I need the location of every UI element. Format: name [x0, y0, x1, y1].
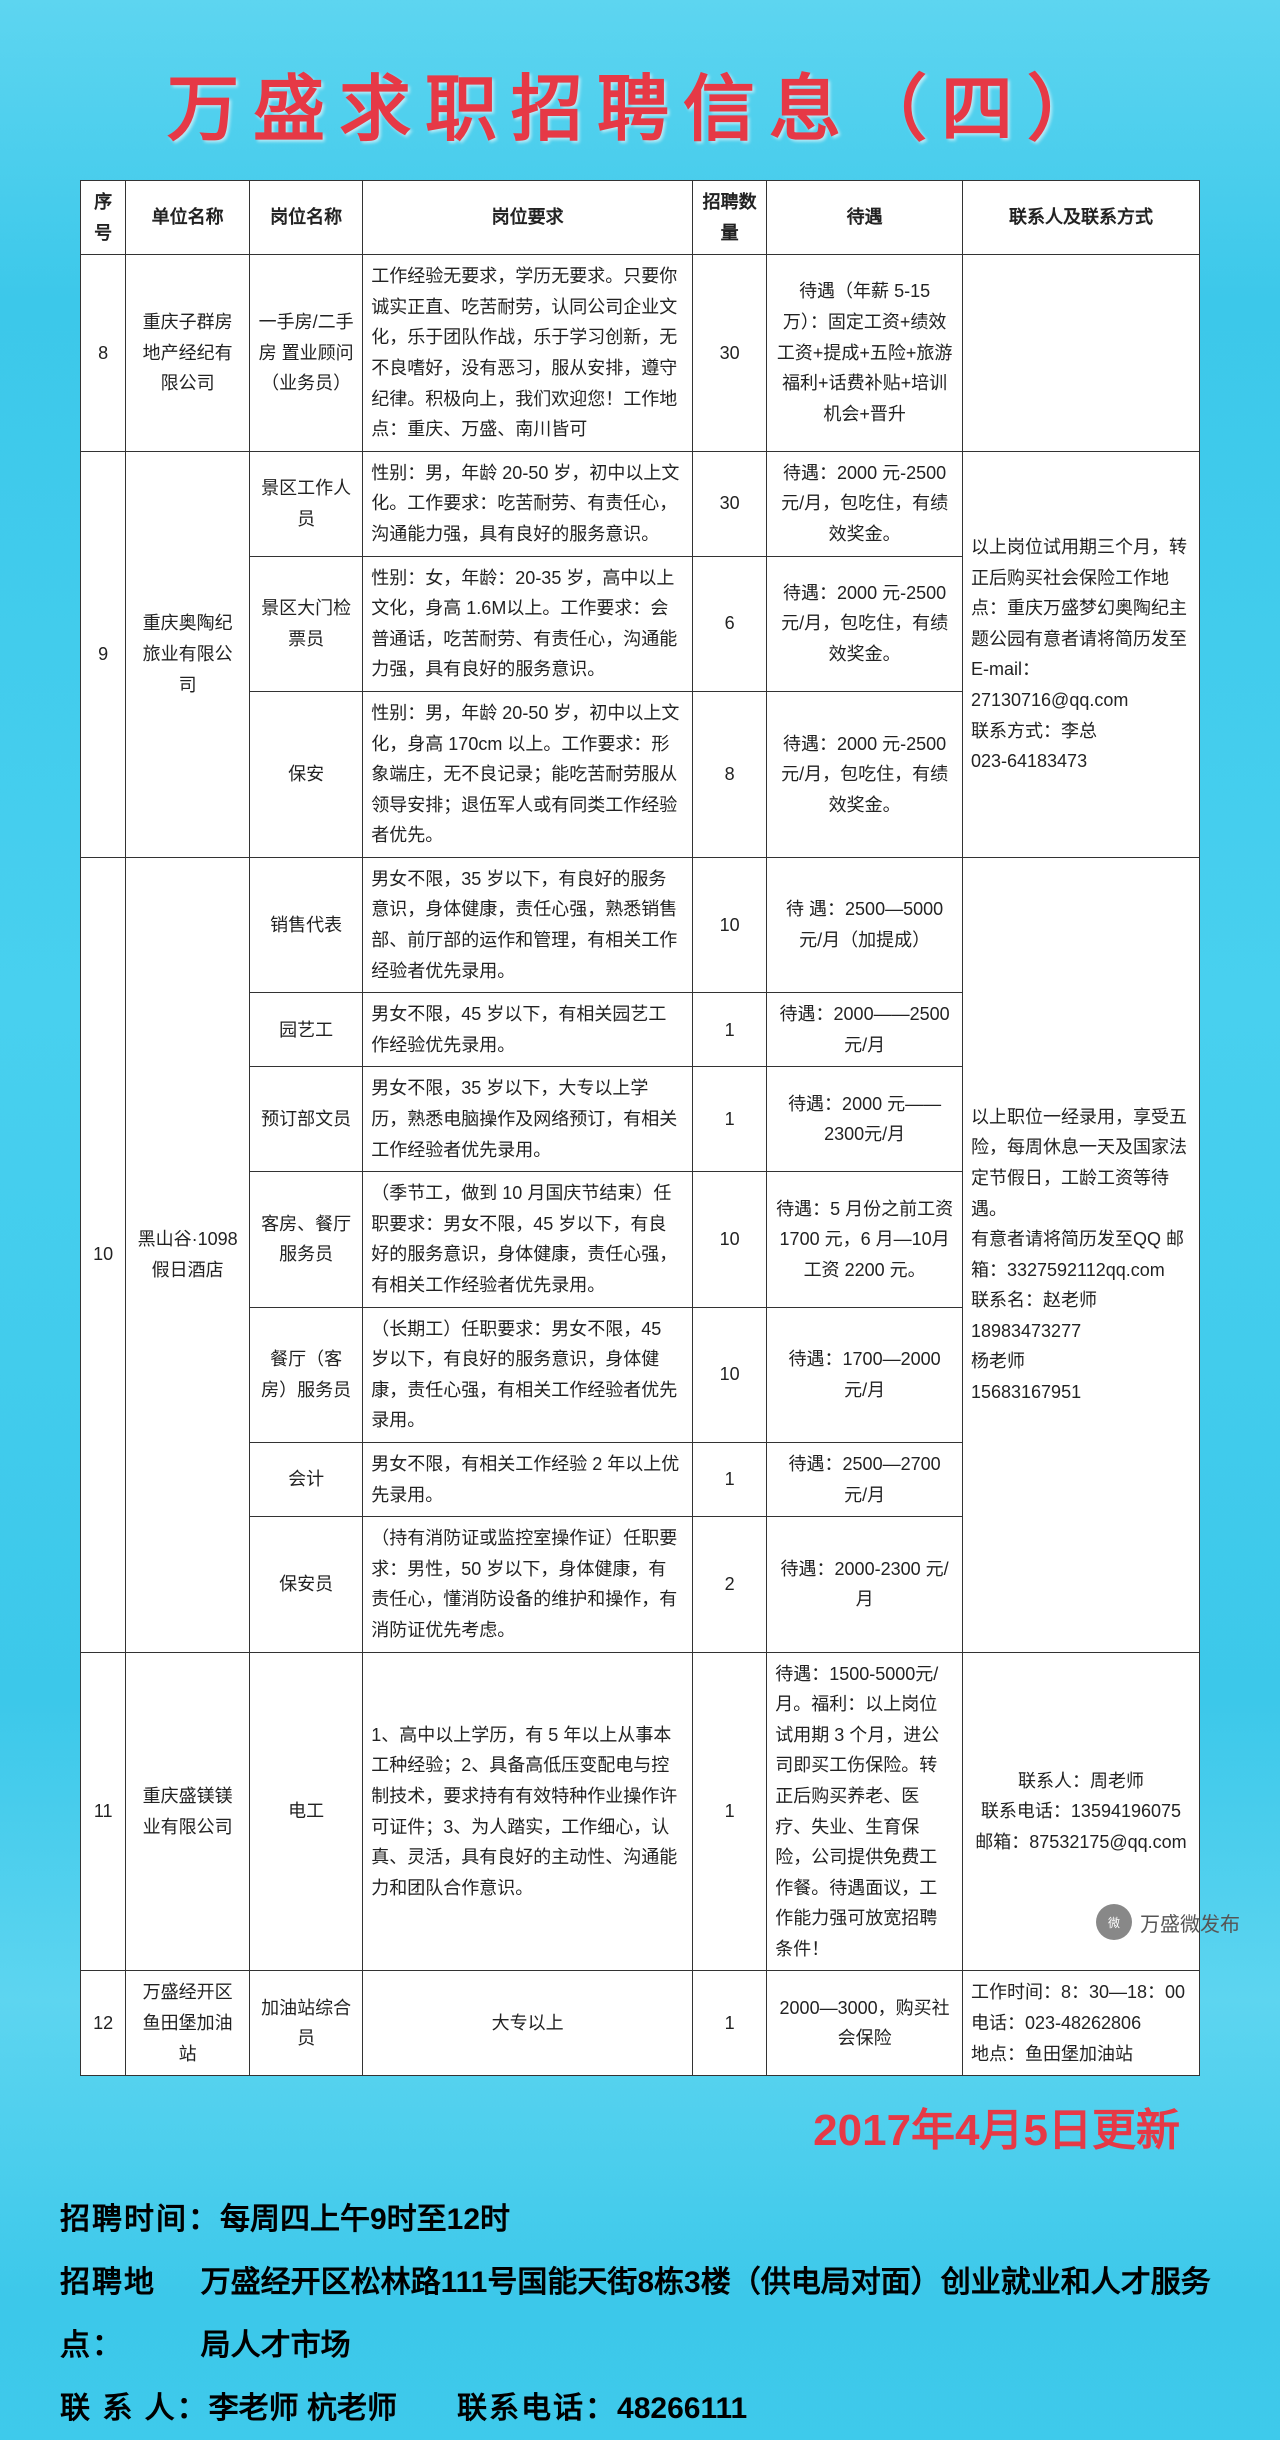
- cell-req: 男女不限，有相关工作经验 2 年以上优先录用。: [363, 1442, 693, 1516]
- header-no: 序号: [81, 181, 126, 255]
- wechat-tag: 微 万盛微发布: [1096, 1904, 1240, 1940]
- cell-salary: 待遇：2000 元-2500元/月，包吃住，有绩效奖金。: [767, 691, 963, 857]
- cell-no: 12: [81, 1971, 126, 2076]
- cell-company: 重庆盛镁镁业有限公司: [126, 1652, 250, 1971]
- cell-salary: 待遇：2000-2300 元/月: [767, 1517, 963, 1652]
- cell-position: 一手房/二手房 置业顾问（业务员）: [249, 255, 362, 452]
- cell-position: 预订部文员: [249, 1067, 362, 1172]
- wechat-name: 万盛微发布: [1140, 1908, 1240, 1937]
- header-salary: 待遇: [767, 181, 963, 255]
- table-row: 8 重庆子群房地产经纪有限公司 一手房/二手房 置业顾问（业务员） 工作经验无要…: [81, 255, 1200, 452]
- cell-req: 工作经验无要求，学历无要求。只要你诚实正直、吃苦耐劳，认同公司企业文化，乐于团队…: [363, 255, 693, 452]
- cell-qty: 1: [693, 1442, 767, 1516]
- cell-req: 1、高中以上学历，有 5 年以上从事本工种经验；2、具备高低压变配电与控制技术，…: [363, 1652, 693, 1971]
- header-requirement: 岗位要求: [363, 181, 693, 255]
- cell-req: 男女不限，35 岁以下，大专以上学历，熟悉电脑操作及网络预订，有相关工作经验者优…: [363, 1067, 693, 1172]
- title-text: 万盛求职招聘信息（四）: [0, 50, 1280, 155]
- table-header-row: 序号 单位名称 岗位名称 岗位要求 招聘数量 待遇 联系人及联系方式: [81, 181, 1200, 255]
- footer-contact-value: 李老师 杭老师: [209, 2377, 397, 2440]
- cell-req: （长期工）任职要求：男女不限，45 岁以下，有良好的服务意识，身体健康，责任心强…: [363, 1307, 693, 1442]
- update-date: 2017年4月5日更新: [0, 2094, 1280, 2158]
- cell-position: 客房、餐厅服务员: [249, 1172, 362, 1307]
- cell-req: （季节工，做到 10 月国庆节结束）任职要求：男女不限，45 岁以下，有良好的服…: [363, 1172, 693, 1307]
- cell-company: 重庆子群房地产经纪有限公司: [126, 255, 250, 452]
- cell-qty: 2: [693, 1517, 767, 1652]
- table-row: 11 重庆盛镁镁业有限公司 电工 1、高中以上学历，有 5 年以上从事本工种经验…: [81, 1652, 1200, 1971]
- cell-contact: 以上职位一经录用，享受五险，每周休息一天及国家法定节假日，工龄工资等待遇。 有意…: [962, 857, 1199, 1652]
- cell-salary: 待遇：2000 元-2500元/月，包吃住，有绩效奖金。: [767, 451, 963, 556]
- cell-qty: 1: [693, 1067, 767, 1172]
- cell-qty: 10: [693, 1172, 767, 1307]
- cell-req: 大专以上: [363, 1971, 693, 2076]
- header-contact: 联系人及联系方式: [962, 181, 1199, 255]
- table-row: 9 重庆奥陶纪旅业有限公司 景区工作人员 性别：男，年龄 20-50 岁，初中以…: [81, 451, 1200, 556]
- cell-req: 性别：男，年龄 20-50 岁，初中以上文化，身高 170cm 以上。工作要求：…: [363, 691, 693, 857]
- footer: 招聘时间： 每周四上午9时至12时 招聘地点： 万盛经开区松林路111号国能天街…: [0, 2188, 1280, 2440]
- job-table: 序号 单位名称 岗位名称 岗位要求 招聘数量 待遇 联系人及联系方式 8 重庆子…: [80, 180, 1200, 2076]
- cell-position: 园艺工: [249, 993, 362, 1067]
- footer-place: 招聘地点： 万盛经开区松林路111号国能天街8栋3楼（供电局对面）创业就业和人才…: [60, 2251, 1220, 2377]
- cell-salary: 2000—3000，购买社会保险: [767, 1971, 963, 2076]
- cell-salary: 待遇：2000——2500元/月: [767, 993, 963, 1067]
- cell-position: 景区大门检票员: [249, 556, 362, 691]
- cell-salary: 待遇：1700—2000 元/月: [767, 1307, 963, 1442]
- cell-qty: 1: [693, 993, 767, 1067]
- cell-contact: 工作时间：8：30—18：00 电话：023-48262806 地点：鱼田堡加油…: [962, 1971, 1199, 2076]
- cell-qty: 1: [693, 1652, 767, 1971]
- cell-qty: 30: [693, 451, 767, 556]
- page-title: 万盛求职招聘信息（四）: [0, 0, 1280, 180]
- cell-salary: 待遇：2000 元——2300元/月: [767, 1067, 963, 1172]
- cell-position: 电工: [249, 1652, 362, 1971]
- cell-position: 保安: [249, 691, 362, 857]
- footer-contact: 联 系 人： 李老师 杭老师 联系电话： 48266111: [60, 2377, 1220, 2440]
- cell-qty: 10: [693, 857, 767, 992]
- cell-position: 餐厅（客房）服务员: [249, 1307, 362, 1442]
- cell-req: 男女不限，35 岁以下，有良好的服务意识，身体健康，责任心强，熟悉销售部、前厅部…: [363, 857, 693, 992]
- footer-time-value: 每周四上午9时至12时: [220, 2188, 510, 2251]
- cell-salary: 待遇（年薪 5-15 万）：固定工资+绩效工资+提成+五险+旅游福利+话费补贴+…: [767, 255, 963, 452]
- cell-position: 销售代表: [249, 857, 362, 992]
- cell-company: 万盛经开区鱼田堡加油站: [126, 1971, 250, 2076]
- wechat-icon: 微: [1096, 1904, 1132, 1940]
- cell-no: 8: [81, 255, 126, 452]
- cell-contact: 以上岗位试用期三个月，转正后购买社会保险工作地点：重庆万盛梦幻奥陶纪主题公园有意…: [962, 451, 1199, 857]
- cell-qty: 30: [693, 255, 767, 452]
- footer-place-label: 招聘地点：: [60, 2251, 201, 2377]
- header-qty: 招聘数量: [693, 181, 767, 255]
- cell-no: 10: [81, 857, 126, 1652]
- cell-position: 会计: [249, 1442, 362, 1516]
- cell-qty: 8: [693, 691, 767, 857]
- cell-contact: [962, 255, 1199, 452]
- cell-req: 性别：男，年龄 20-50 岁，初中以上文化。工作要求：吃苦耐劳、有责任心，沟通…: [363, 451, 693, 556]
- cell-salary: 待遇：1500-5000元/月。福利：以上岗位试用期 3 个月，进公司即买工伤保…: [767, 1652, 963, 1971]
- footer-phone-label: 联系电话：: [457, 2377, 617, 2440]
- cell-salary: 待遇：2000 元-2500元/月，包吃住，有绩效奖金。: [767, 556, 963, 691]
- cell-company: 重庆奥陶纪旅业有限公司: [126, 451, 250, 857]
- cell-req: （持有消防证或监控室操作证）任职要求：男性，50 岁以下，身体健康，有责任心，懂…: [363, 1517, 693, 1652]
- footer-place-value: 万盛经开区松林路111号国能天街8栋3楼（供电局对面）创业就业和人才服务局人才市…: [201, 2251, 1220, 2377]
- cell-no: 11: [81, 1652, 126, 1971]
- cell-req: 性别：女，年龄：20-35 岁，高中以上文化，身高 1.6M以上。工作要求：会普…: [363, 556, 693, 691]
- header-company: 单位名称: [126, 181, 250, 255]
- cell-qty: 6: [693, 556, 767, 691]
- header-position: 岗位名称: [249, 181, 362, 255]
- job-table-container: 序号 单位名称 岗位名称 岗位要求 招聘数量 待遇 联系人及联系方式 8 重庆子…: [80, 180, 1200, 2076]
- cell-qty: 1: [693, 1971, 767, 2076]
- cell-salary: 待遇：2500—2700 元/月: [767, 1442, 963, 1516]
- footer-time-label: 招聘时间：: [60, 2188, 220, 2251]
- cell-salary: 待遇：5 月份之前工资 1700 元，6 月—10月工资 2200 元。: [767, 1172, 963, 1307]
- table-row: 10 黑山谷·1098假日酒店 销售代表 男女不限，35 岁以下，有良好的服务意…: [81, 857, 1200, 992]
- footer-phone-value: 48266111: [617, 2377, 747, 2440]
- cell-company: 黑山谷·1098假日酒店: [126, 857, 250, 1652]
- table-row: 12 万盛经开区鱼田堡加油站 加油站综合员 大专以上 1 2000—3000，购…: [81, 1971, 1200, 2076]
- cell-position: 景区工作人员: [249, 451, 362, 556]
- cell-no: 9: [81, 451, 126, 857]
- footer-contact-label: 联 系 人：: [60, 2377, 209, 2440]
- cell-position: 加油站综合员: [249, 1971, 362, 2076]
- cell-position: 保安员: [249, 1517, 362, 1652]
- footer-time: 招聘时间： 每周四上午9时至12时: [60, 2188, 1220, 2251]
- cell-qty: 10: [693, 1307, 767, 1442]
- cell-salary: 待 遇：2500—5000元/月（加提成）: [767, 857, 963, 992]
- cell-req: 男女不限，45 岁以下，有相关园艺工作经验优先录用。: [363, 993, 693, 1067]
